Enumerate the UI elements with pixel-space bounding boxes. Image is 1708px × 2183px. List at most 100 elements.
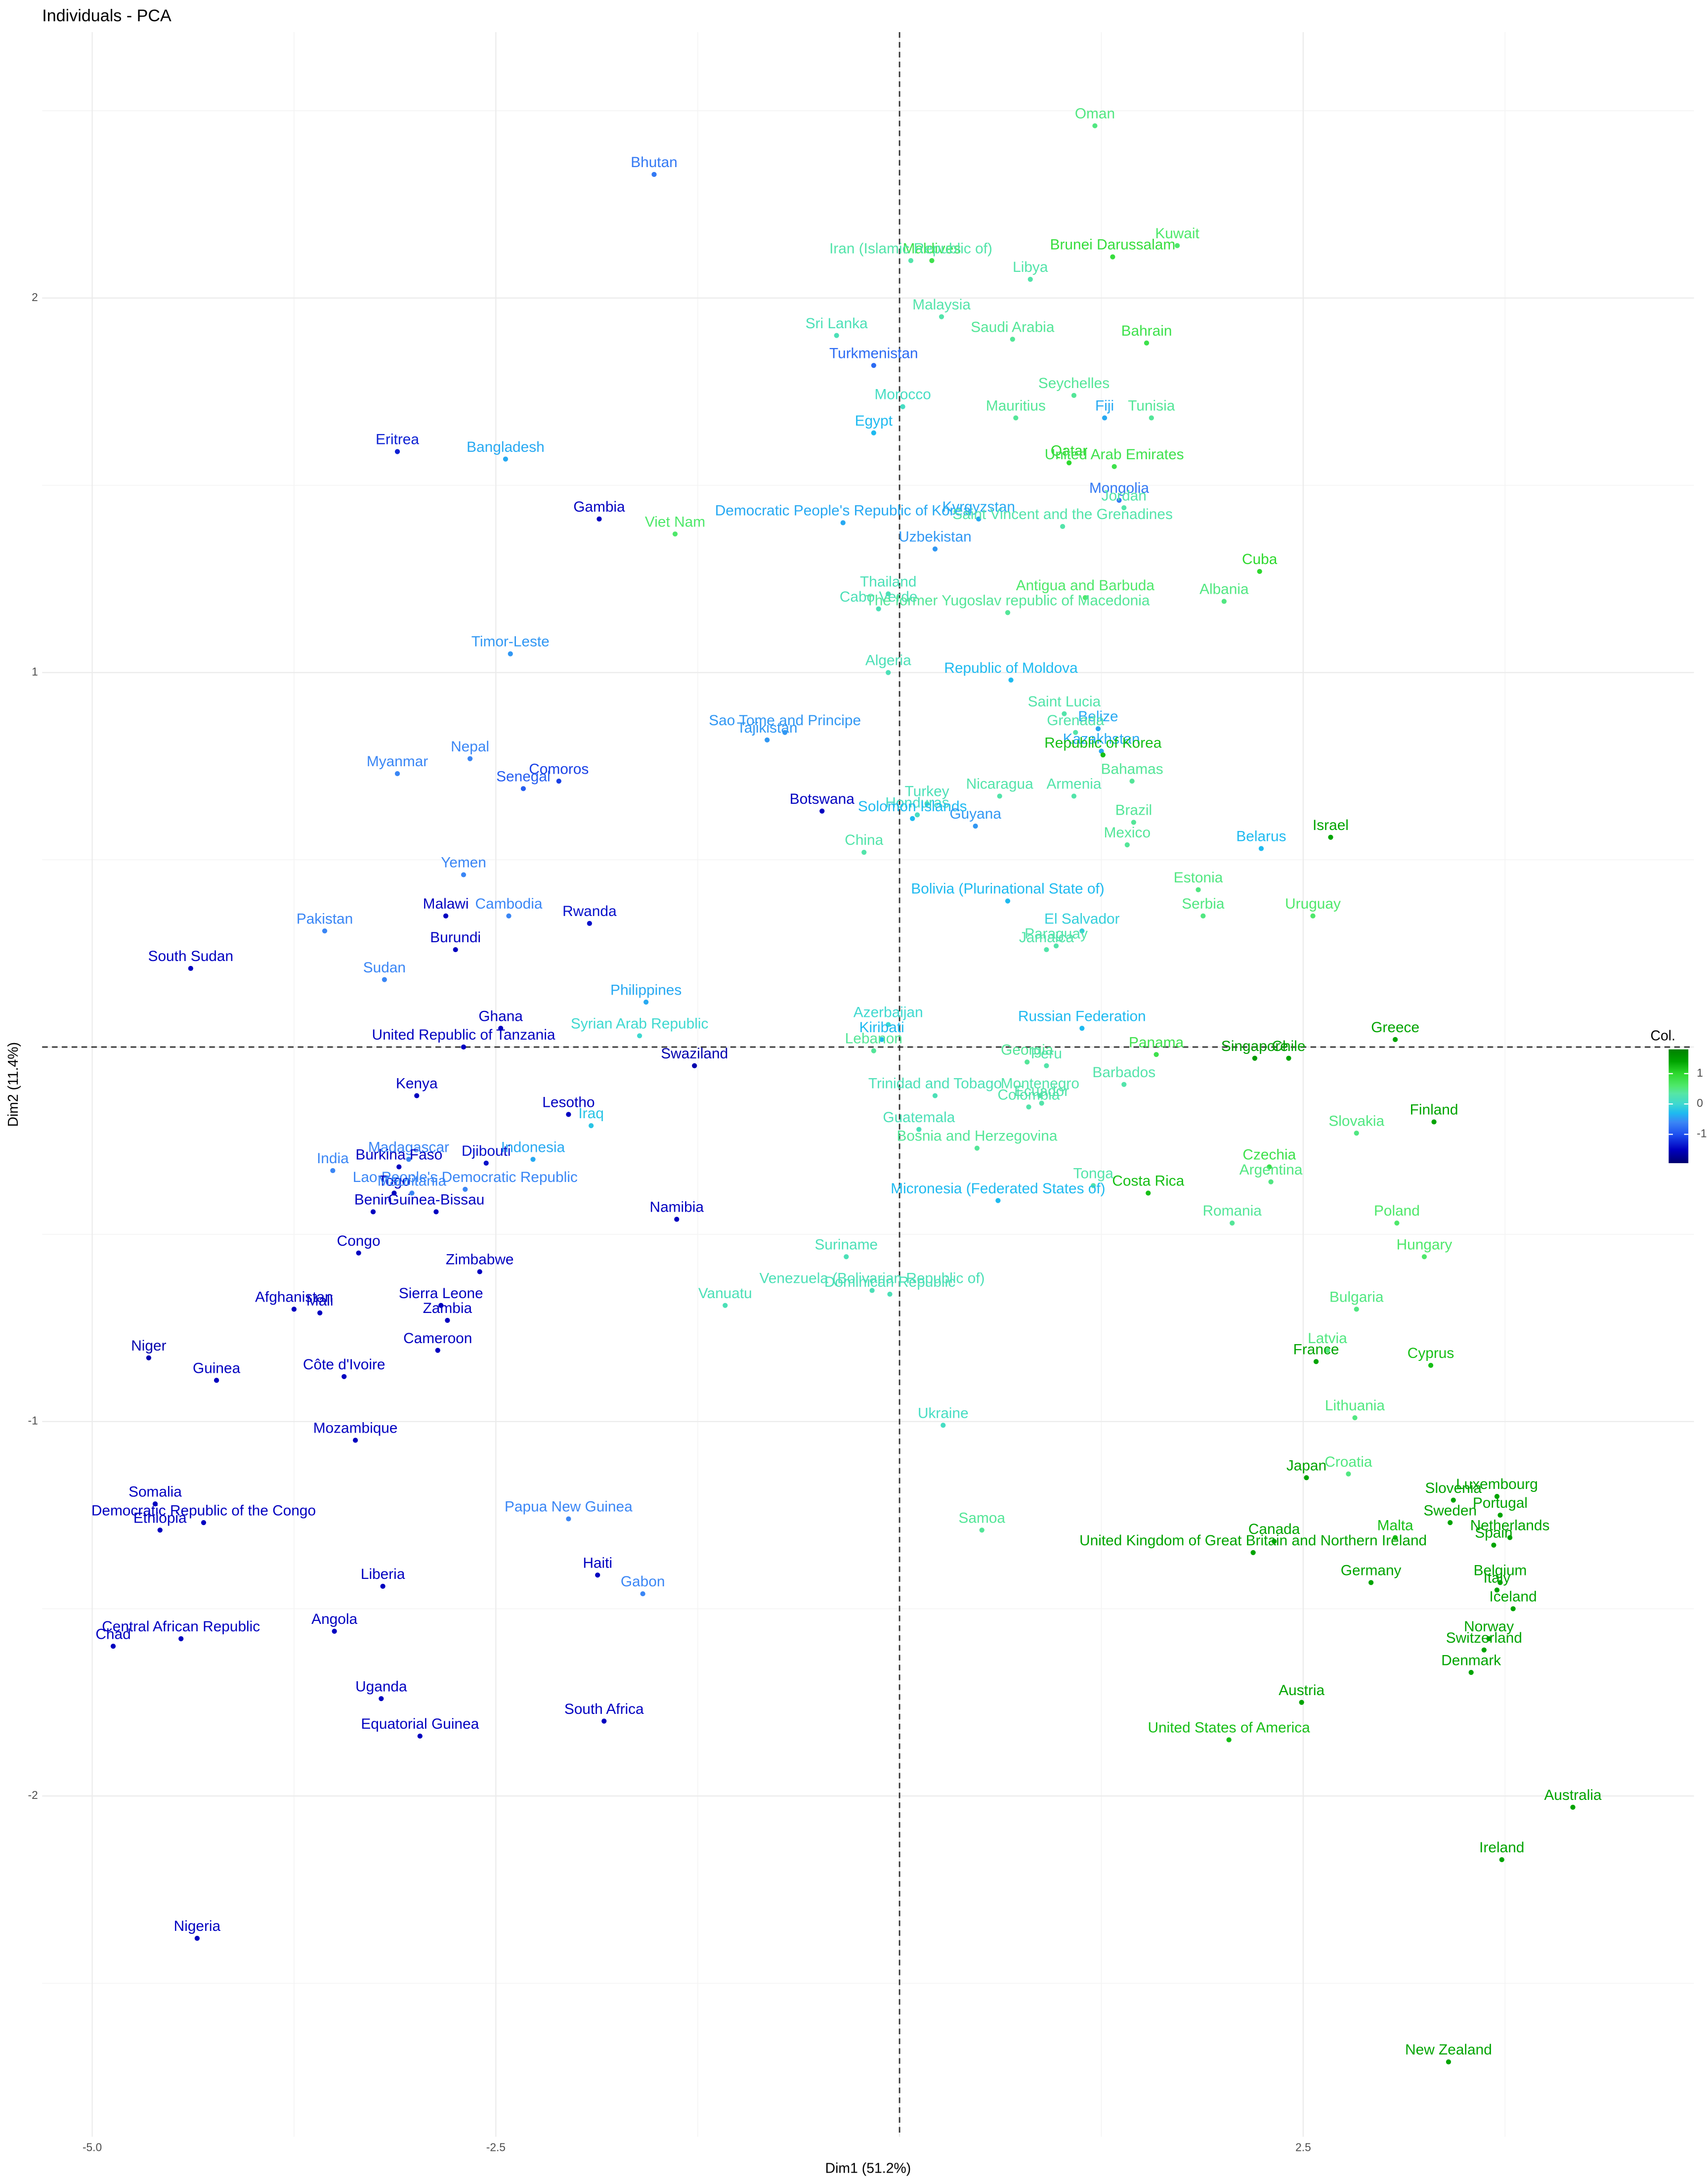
point-label: South Africa bbox=[564, 1701, 644, 1717]
point-label: Republic of Korea bbox=[1044, 735, 1162, 751]
point bbox=[1005, 610, 1011, 615]
point-label: Zambia bbox=[423, 1300, 472, 1316]
point-label: Zimbabwe bbox=[446, 1252, 514, 1268]
point bbox=[1393, 1535, 1398, 1540]
point bbox=[1079, 1026, 1085, 1031]
point bbox=[939, 314, 944, 319]
point bbox=[1110, 254, 1115, 260]
point bbox=[438, 1303, 444, 1308]
point-label: Venezuela (Bolivarian Republic of) bbox=[760, 1270, 985, 1287]
point bbox=[1200, 913, 1206, 919]
point-label: Comoros bbox=[529, 761, 589, 777]
point-label: Guyana bbox=[949, 806, 1001, 822]
point bbox=[379, 1696, 384, 1702]
point-label: Equatorial Guinea bbox=[361, 1716, 479, 1732]
point bbox=[871, 363, 876, 368]
point bbox=[887, 1291, 893, 1297]
point-label: Lesotho bbox=[542, 1094, 595, 1111]
point bbox=[1428, 1362, 1434, 1368]
point bbox=[1121, 505, 1127, 511]
chart-title: Individuals - PCA bbox=[42, 6, 171, 25]
point-label: Mongolia bbox=[1089, 480, 1149, 496]
point-label: Antigua and Barbuda bbox=[1016, 577, 1155, 594]
point-label: United Republic of Tanzania bbox=[372, 1027, 555, 1043]
point bbox=[1431, 1119, 1437, 1125]
point bbox=[886, 591, 891, 597]
point bbox=[461, 1044, 467, 1050]
point bbox=[1481, 1647, 1487, 1653]
point bbox=[1394, 1220, 1400, 1226]
point bbox=[871, 430, 876, 436]
point bbox=[1037, 1093, 1043, 1098]
point bbox=[1008, 677, 1014, 683]
point bbox=[1510, 1606, 1516, 1612]
point-label: Tajikistan bbox=[737, 720, 798, 736]
point-label: Saint Lucia bbox=[1028, 694, 1101, 710]
point-label: Sao Tome and Principe bbox=[709, 712, 861, 729]
point-label: Fiji bbox=[1095, 397, 1114, 414]
point-label: Germany bbox=[1341, 1562, 1402, 1578]
point-label: Maldives bbox=[903, 240, 961, 257]
point bbox=[871, 1048, 876, 1053]
point bbox=[1100, 752, 1106, 758]
point bbox=[1131, 820, 1136, 825]
point bbox=[1252, 1055, 1258, 1061]
point-label: Yemen bbox=[441, 855, 486, 871]
point-label: Republic of Moldova bbox=[944, 660, 1078, 676]
point-label: Central African Republic bbox=[102, 1618, 260, 1635]
point bbox=[463, 1186, 468, 1192]
point bbox=[1092, 123, 1098, 129]
point bbox=[380, 1583, 385, 1589]
point-label: Samoa bbox=[958, 1510, 1005, 1526]
point bbox=[1507, 1535, 1513, 1540]
point-label: Myanmar bbox=[367, 753, 428, 770]
point bbox=[900, 404, 905, 409]
point-label: Cuba bbox=[1242, 551, 1278, 568]
point-label: Cambodia bbox=[475, 896, 542, 912]
point bbox=[433, 1209, 439, 1215]
point-label: Haiti bbox=[583, 1555, 612, 1571]
point-label: Lebanon bbox=[845, 1031, 902, 1047]
point-label: Afghanistan bbox=[255, 1289, 333, 1305]
point bbox=[929, 258, 935, 263]
point bbox=[916, 1127, 922, 1132]
point-label: Micronesia (Federated States of) bbox=[891, 1180, 1105, 1197]
point-label: Côte d'Ivoire bbox=[303, 1356, 385, 1373]
point bbox=[1499, 1857, 1504, 1863]
point-label: Guinea bbox=[193, 1360, 241, 1376]
point bbox=[1025, 1059, 1030, 1065]
point bbox=[940, 1423, 946, 1428]
point-label: Angola bbox=[311, 1611, 357, 1627]
point-label: United States of America bbox=[1148, 1720, 1310, 1736]
point-label: Lithuania bbox=[1325, 1397, 1385, 1414]
point bbox=[1226, 1737, 1232, 1743]
point-label: Denmark bbox=[1441, 1652, 1501, 1668]
point bbox=[974, 1145, 980, 1151]
point-label: Panama bbox=[1129, 1034, 1184, 1050]
x-tick-label: 2.5 bbox=[1295, 2140, 1311, 2153]
y-tick-label: 2 bbox=[32, 291, 38, 304]
point-label: Guinea-Bissau bbox=[388, 1191, 485, 1208]
point bbox=[995, 1198, 1001, 1203]
point-label: Chile bbox=[1272, 1038, 1306, 1054]
point-label: Thailand bbox=[860, 574, 916, 590]
point bbox=[997, 793, 1002, 799]
point bbox=[1267, 1164, 1272, 1170]
point-label: Togo bbox=[378, 1173, 410, 1189]
point bbox=[317, 1310, 323, 1316]
point bbox=[601, 1718, 607, 1724]
point bbox=[1062, 711, 1067, 716]
point bbox=[1144, 340, 1150, 346]
point bbox=[1079, 928, 1085, 934]
point bbox=[1071, 393, 1077, 398]
point bbox=[1354, 1131, 1359, 1136]
point-label: Ukraine bbox=[918, 1405, 969, 1421]
point bbox=[461, 872, 467, 877]
point-label: Cabo Verde bbox=[840, 589, 918, 605]
point-label: Cyprus bbox=[1408, 1345, 1454, 1361]
point-label: Portugal bbox=[1473, 1495, 1528, 1511]
point bbox=[914, 812, 920, 818]
points: Oman Bhutan Kuwait Maldives Brunei Darussala… bbox=[91, 106, 1602, 2065]
point-label: Liberia bbox=[361, 1566, 405, 1582]
point bbox=[976, 516, 982, 522]
